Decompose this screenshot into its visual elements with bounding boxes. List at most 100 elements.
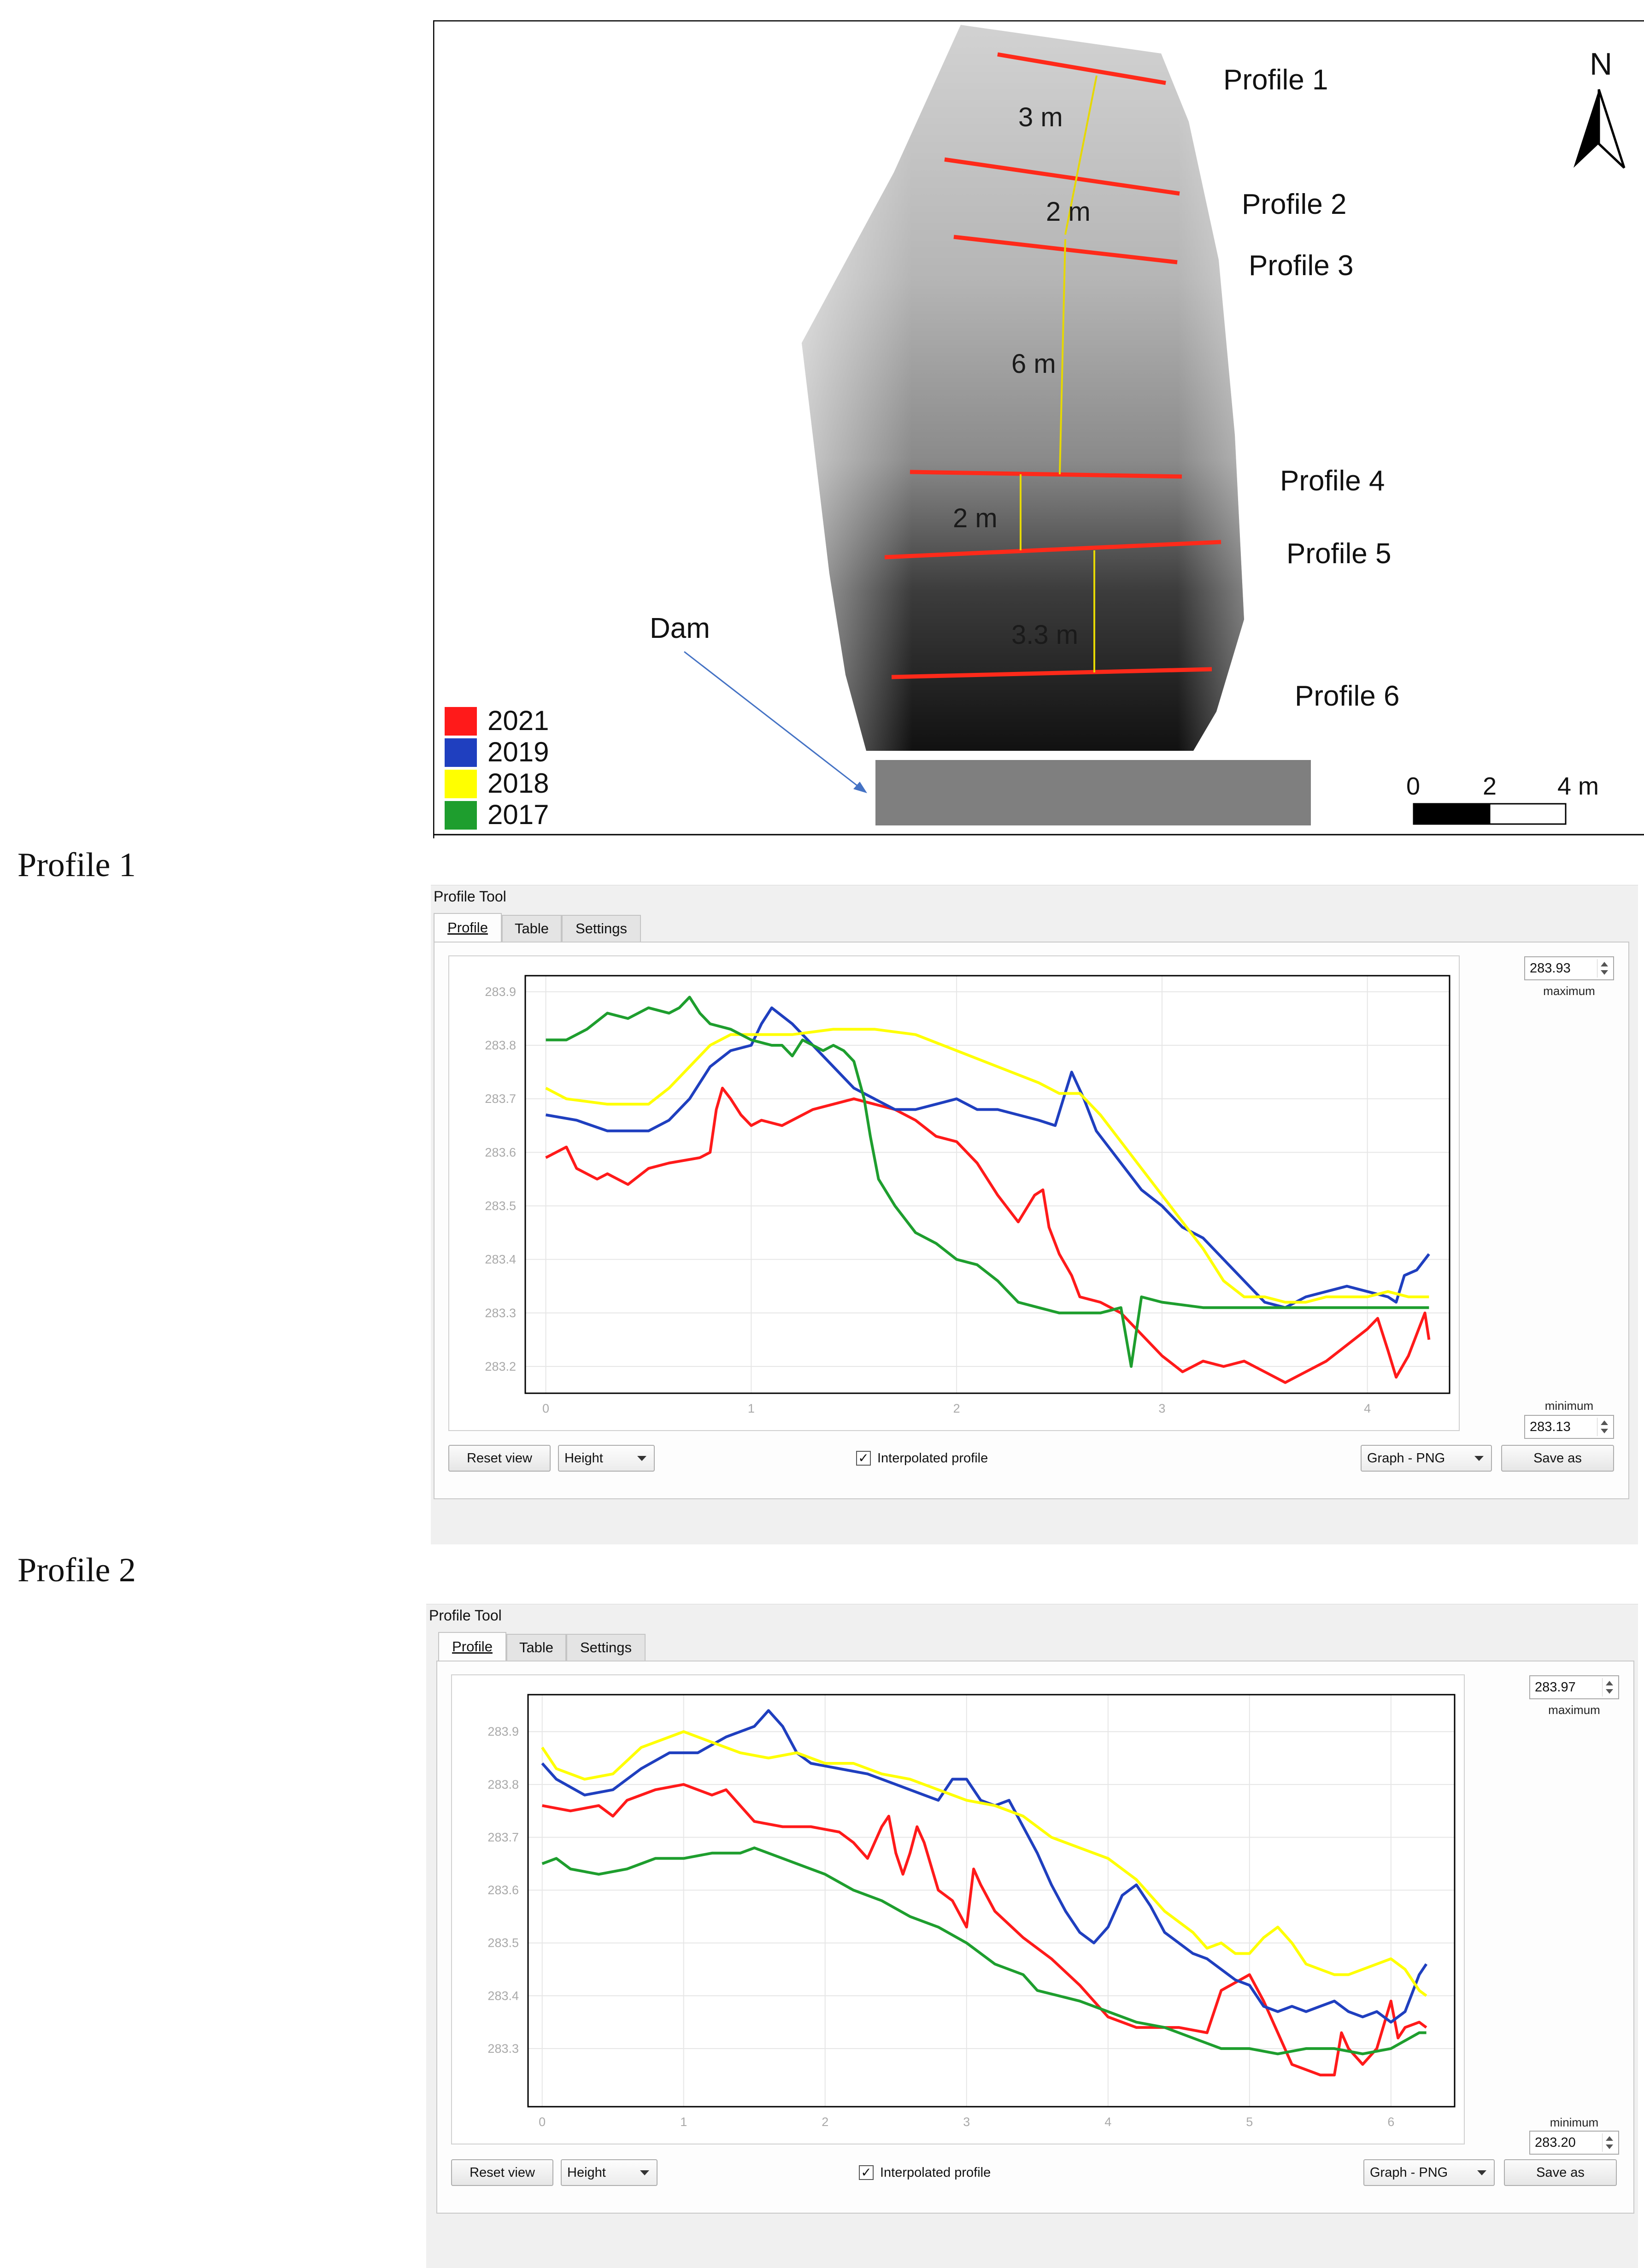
tab-settings[interactable]: Settings: [566, 1634, 646, 1661]
tab-settings[interactable]: Settings: [562, 915, 641, 942]
interpolated-profile-toggle[interactable]: ✓ Interpolated profile: [859, 2162, 991, 2183]
minimum-spinbox[interactable]: 283.13: [1524, 1415, 1614, 1439]
legend-swatch-2018: [445, 770, 477, 798]
distance-label-5: 3.3 m: [1011, 620, 1078, 650]
profile-chart: 0 1 2 3 4 283.2 283.3 283.4 283.5 283.6 283.7 283.8…: [485, 975, 1450, 1415]
profile-line-5: [884, 540, 1221, 560]
scale-tick-4: 4 m: [1557, 772, 1599, 800]
profile-panel: 0 1 2 3 4 5 6 283.3 283.4 283.5 283.6 283.7 283.8 283…: [436, 1661, 1634, 2214]
tab-table[interactable]: Table: [506, 1634, 566, 1661]
profile-line-4: [910, 470, 1182, 479]
legend-label-2019: 2019: [487, 736, 549, 767]
section-label-profile-1: Profile 1: [18, 846, 136, 884]
profile-line-2: [944, 157, 1180, 196]
minimum-spinbox[interactable]: 283.20: [1529, 2131, 1619, 2155]
height-combo[interactable]: Height: [558, 1445, 655, 1472]
plot-border: [527, 1694, 1456, 2108]
legend-swatch-2021: [445, 707, 477, 736]
distance-label-3: 6 m: [1011, 349, 1056, 379]
x-tick-label: 4: [1104, 2115, 1111, 2129]
x-tick-label: 5: [1246, 2115, 1253, 2129]
minimum-caption: minimum: [1544, 1399, 1594, 1413]
interpolated-profile-toggle[interactable]: ✓ Interpolated profile: [856, 1448, 988, 1468]
profile-series-line-2: [545, 1028, 1429, 1304]
x-tick-label: 2: [953, 1402, 960, 1415]
profile-line-1: [997, 52, 1166, 85]
legend-label-2018: 2018: [487, 768, 549, 799]
north-arrow-icon: [1574, 89, 1626, 169]
y-tick-label: 283.5: [487, 1936, 519, 1950]
maximum-spinbox[interactable]: 283.93: [1524, 956, 1614, 980]
profile-series-line-2: [541, 1730, 1427, 1997]
y-tick-label: 283.3: [485, 1306, 516, 1320]
map-profile-label-6: Profile 6: [1295, 680, 1399, 712]
dam-rectangle: [875, 760, 1311, 825]
legend-swatch-2019: [445, 738, 477, 767]
export-format-combo[interactable]: Graph - PNG: [1361, 1445, 1492, 1472]
tab-table[interactable]: Table: [502, 915, 562, 942]
distance-line-2: [1059, 239, 1066, 475]
legend-swatch-2017: [445, 801, 477, 830]
reset-view-button[interactable]: Reset view: [451, 2159, 553, 2186]
chevron-down-icon: [640, 2170, 649, 2175]
x-tick-label: 1: [748, 1402, 755, 1415]
tab-profile[interactable]: Profile: [434, 913, 502, 942]
plot-border: [524, 975, 1450, 1394]
window-title: Profile Tool: [429, 1607, 502, 1624]
y-tick-label: 283.4: [487, 1989, 519, 2003]
tab-profile[interactable]: Profile: [438, 1632, 506, 1661]
height-combo[interactable]: Height: [561, 2159, 658, 2186]
scale-bar: [1413, 803, 1567, 825]
y-tick-label: 283.9: [487, 1725, 519, 1738]
profile-tool-window-1: Profile Tool Profile Table Settings 0 1 2 3…: [431, 885, 1638, 1544]
dam-arrow: [684, 651, 862, 790]
spinbox-arrows-icon[interactable]: [1597, 959, 1611, 978]
interpolated-checkbox[interactable]: ✓: [856, 1451, 871, 1466]
spinbox-arrows-icon[interactable]: [1602, 2133, 1616, 2152]
window-title: Profile Tool: [434, 888, 506, 905]
map-profile-label-1: Profile 1: [1223, 64, 1328, 96]
profile-series-line-0: [545, 1086, 1431, 1384]
spinbox-arrows-icon[interactable]: [1602, 1678, 1616, 1697]
chevron-down-icon: [1474, 1456, 1484, 1461]
y-tick-label: 283.7: [487, 1830, 519, 1844]
profile-panel: 0 1 2 3 4 283.2 283.3 283.4 283.5 283.6 283.7 283.8…: [434, 942, 1629, 1499]
map-profile-label-3: Profile 3: [1249, 250, 1353, 282]
distance-line-1: [1064, 75, 1098, 235]
x-tick-label: 6: [1387, 2115, 1394, 2129]
plot-area: 0 1 2 3 4 283.2 283.3 283.4 283.5 283.6 283.7 283.8…: [448, 955, 1460, 1431]
x-tick-label: 0: [539, 2115, 546, 2129]
y-tick-label: 283.5: [485, 1199, 516, 1213]
export-format-combo[interactable]: Graph - PNG: [1363, 2159, 1495, 2186]
spinbox-arrows-icon[interactable]: [1597, 1418, 1611, 1436]
y-tick-label: 283.4: [485, 1253, 516, 1267]
distance-label-1: 3 m: [1018, 102, 1063, 132]
y-tick-label: 283.6: [487, 1883, 519, 1897]
x-tick-label: 3: [963, 2115, 970, 2129]
profile-series-line-1: [546, 1006, 1430, 1309]
y-tick-label: 283.3: [487, 2042, 519, 2056]
map-canvas: Profile 1 Profile 2 Profile 3 Profile 4 …: [433, 20, 1644, 838]
maximum-caption: maximum: [1543, 984, 1595, 998]
profile-series-line-3: [541, 1846, 1427, 2056]
save-as-button[interactable]: Save as: [1504, 2159, 1617, 2186]
legend-label-2017: 2017: [487, 799, 549, 830]
profile-series-line-0: [542, 1783, 1427, 2077]
interpolated-checkbox[interactable]: ✓: [859, 2165, 874, 2180]
profile-tool-window-2: Profile Tool Profile Table Settings 0 1 2 3…: [426, 1604, 1638, 2268]
distance-label-4: 2 m: [953, 503, 998, 533]
chevron-down-icon: [637, 1456, 646, 1461]
y-tick-label: 283.8: [487, 1778, 519, 1791]
maximum-caption: maximum: [1548, 1703, 1600, 1717]
chevron-down-icon: [1477, 2170, 1486, 2175]
save-as-button[interactable]: Save as: [1501, 1445, 1614, 1472]
reset-view-button[interactable]: Reset view: [448, 1445, 551, 1472]
study-area-map: Profile 1 Profile 2 Profile 3 Profile 4 …: [433, 20, 1644, 838]
minimum-caption: minimum: [1550, 2115, 1599, 2129]
x-tick-label: 1: [680, 2115, 687, 2129]
x-tick-label: 0: [542, 1402, 549, 1415]
legend: [445, 707, 477, 830]
maximum-spinbox[interactable]: 283.97: [1529, 1675, 1619, 1699]
scale-tick-0: 0: [1406, 772, 1420, 800]
profile-chart: 0 1 2 3 4 5 6 283.3 283.4 283.5 283.6 283.7 283.8 283…: [487, 1694, 1456, 2129]
